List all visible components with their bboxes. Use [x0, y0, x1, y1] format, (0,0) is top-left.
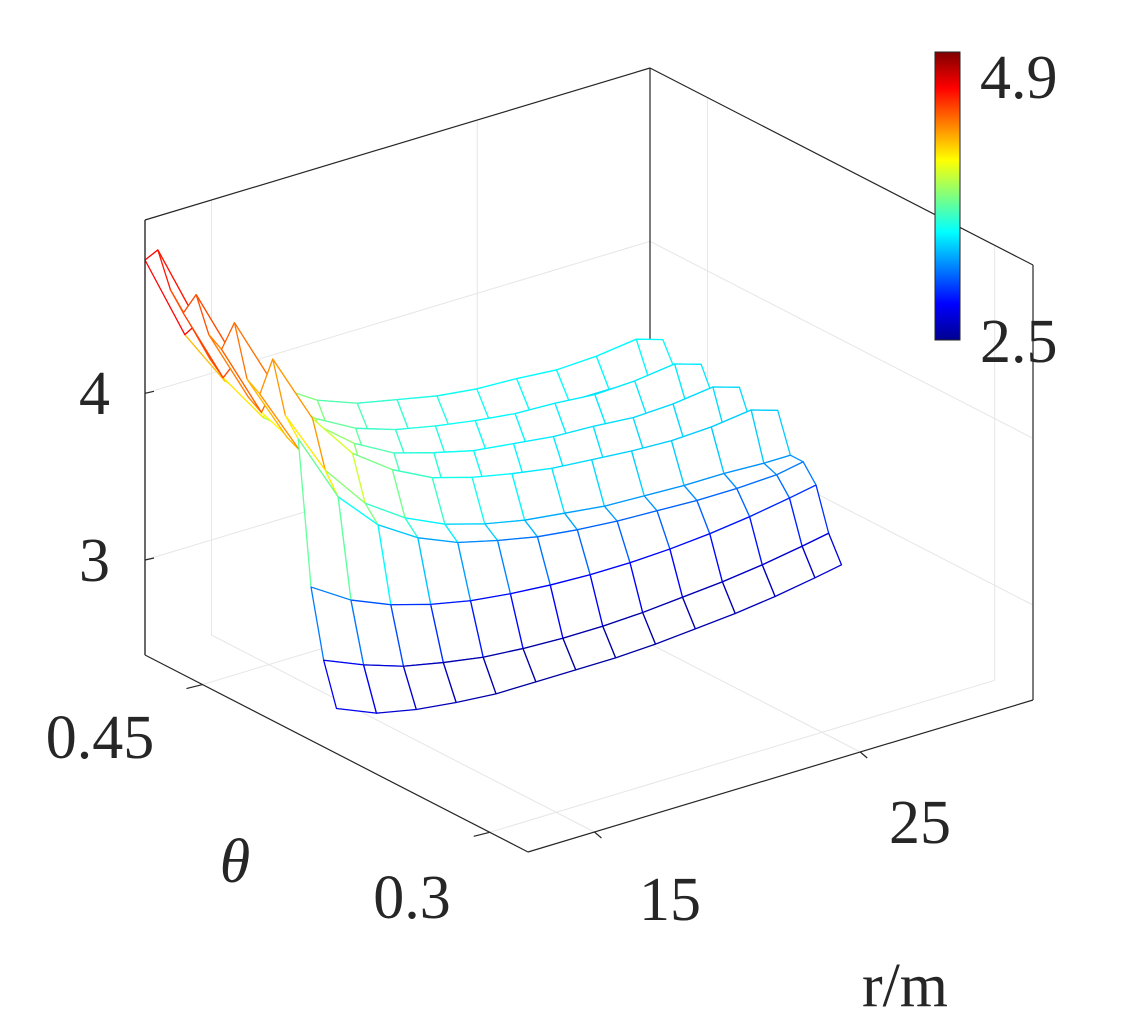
grid-line [649, 240, 1034, 439]
axis-box-edge [144, 67, 651, 221]
r-axis-label: r/m [862, 952, 948, 1016]
colorbar-min-label: 2.5 [980, 308, 1058, 376]
r-axis-line [527, 699, 1034, 853]
z-tick [144, 557, 155, 561]
axis-ticks [144, 390, 868, 839]
grid-line [211, 634, 595, 833]
colorbar [934, 51, 961, 341]
grid-line [489, 679, 995, 833]
axes-box-back [144, 67, 1034, 700]
theta-axis-line [144, 654, 529, 853]
z-tick-label: 3 [79, 527, 110, 595]
z-tick [144, 390, 155, 394]
z-tick-label: 4 [79, 360, 110, 428]
colorbar-max-label: 4.9 [980, 44, 1058, 112]
theta-axis-label: θ [220, 828, 250, 896]
r-tick [594, 831, 602, 839]
theta-tick [186, 683, 203, 690]
axis-box-edge [649, 67, 1034, 266]
theta-tick [473, 831, 490, 837]
r-tick-label: 25 [889, 789, 951, 857]
mesh-cell [323, 659, 378, 714]
mesh-surface [144, 249, 843, 714]
r-tick [859, 751, 868, 759]
theta-tick-label: 0.3 [373, 864, 451, 932]
theta-tick-label: 0.45 [46, 704, 155, 772]
axes-box-front [144, 220, 1034, 853]
r-tick-label: 15 [639, 866, 701, 934]
